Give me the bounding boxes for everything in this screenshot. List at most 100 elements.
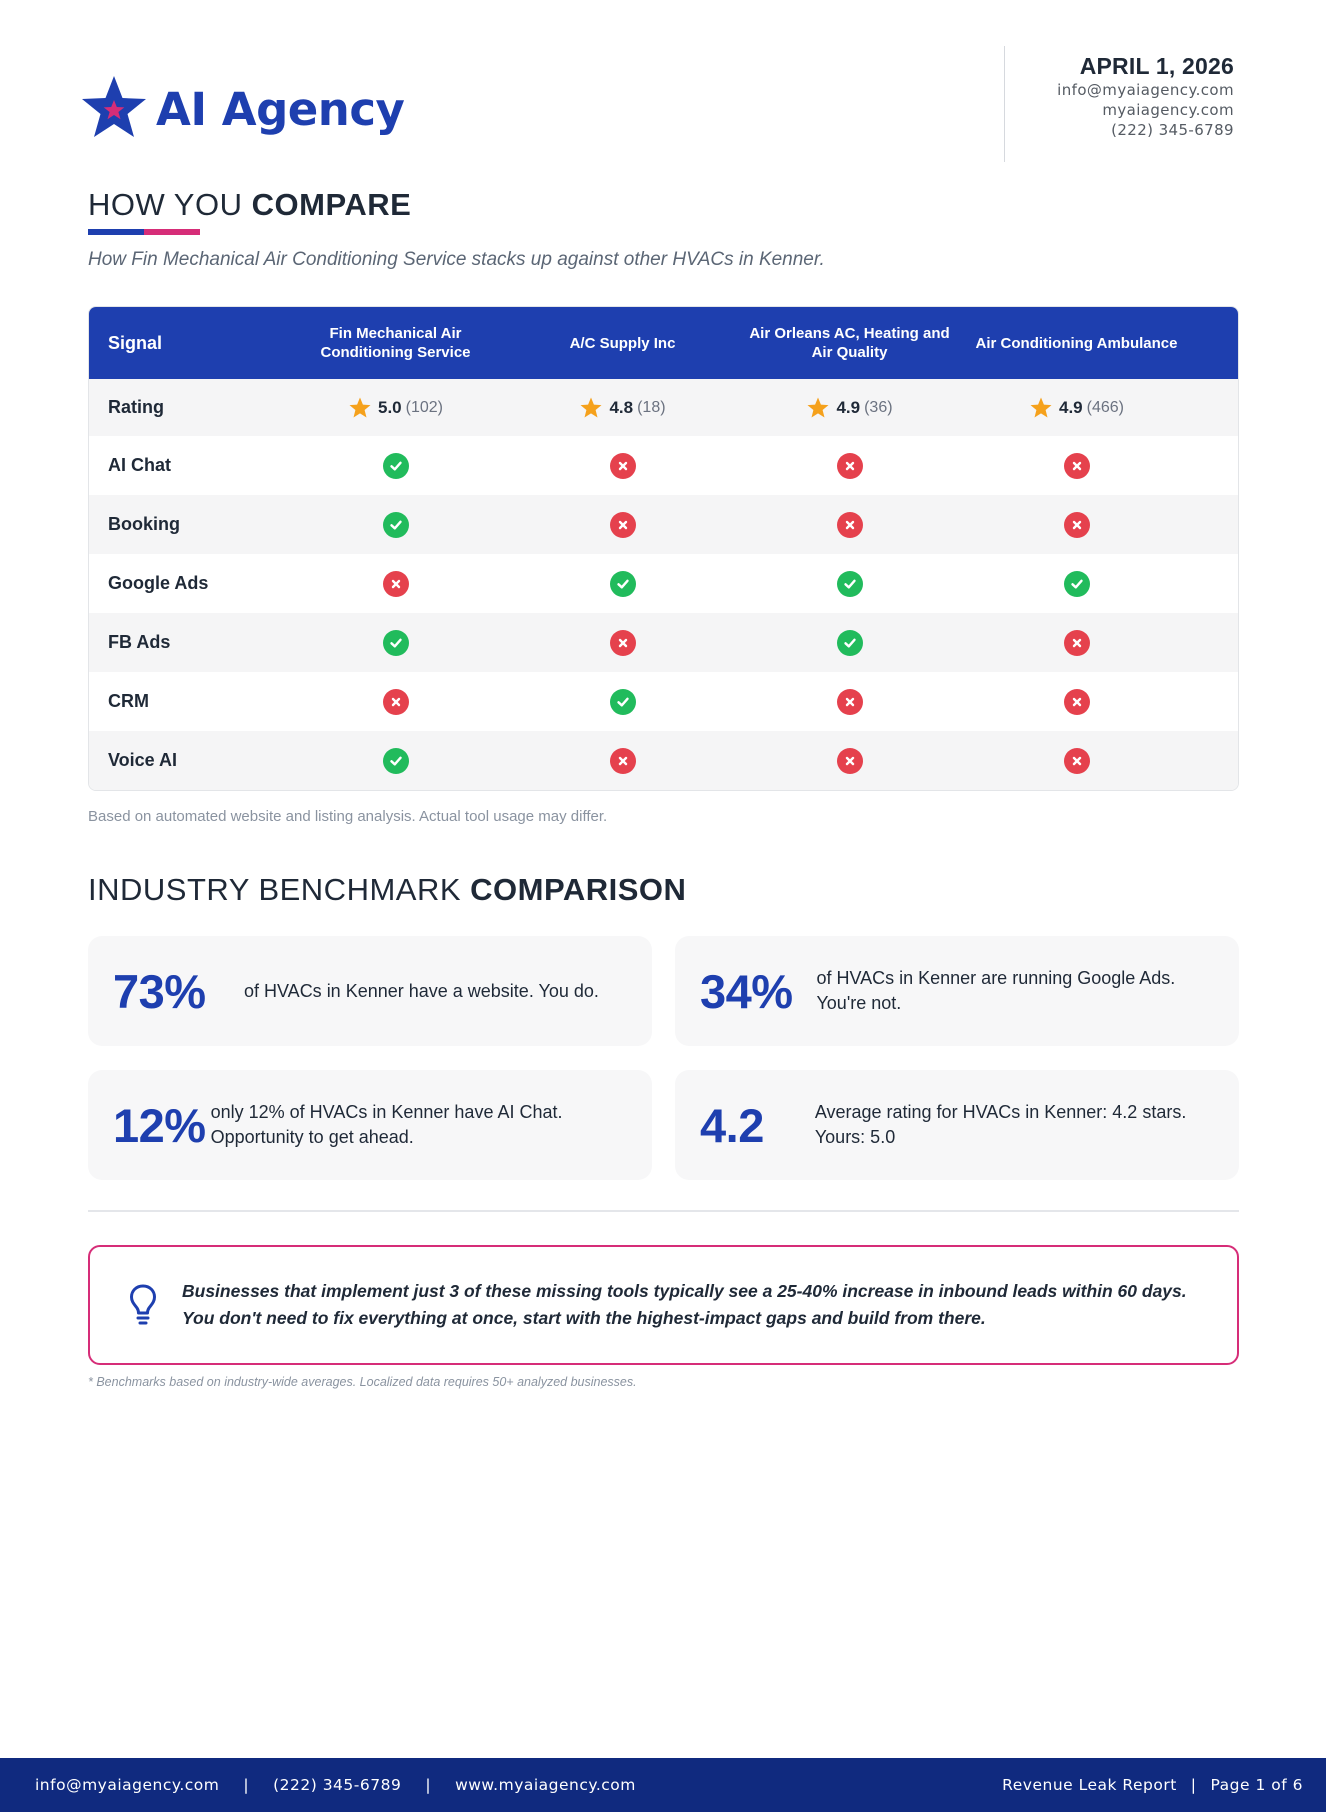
row-label: Booking <box>108 514 180 534</box>
benchmark-text: only 12% of HVACs in Kenner have AI Chat… <box>210 1102 563 1147</box>
benchmark-text: of HVACs in Kenner are running Google Ad… <box>816 968 1176 1013</box>
title-underline <box>88 229 200 235</box>
footer-phone[interactable]: (222) 345-6789 <box>273 1776 402 1794</box>
check-icon <box>382 747 409 774</box>
status-cell <box>736 452 963 479</box>
brand-name: AI Agency <box>156 83 405 136</box>
status-cell <box>736 688 963 715</box>
footer-website[interactable]: www.myaiagency.com <box>455 1776 636 1794</box>
table-row: FB Ads <box>89 613 1238 672</box>
compare-title: HOW YOU COMPARE <box>88 187 411 223</box>
cross-icon <box>382 570 409 597</box>
header-email[interactable]: info@myaiagency.com <box>1057 81 1234 99</box>
page-footer: info@myaiagency.com | (222) 345-6789 | w… <box>0 1758 1326 1812</box>
rating-cell: 4.9 (466) <box>1029 396 1124 420</box>
star-icon <box>579 396 603 420</box>
footer-separator: | <box>425 1776 432 1794</box>
competitor-header: Fin Mechanical Air Conditioning Service <box>320 325 471 361</box>
header-contact: APRIL 1, 2026 info@myaiagency.com myaiag… <box>1004 46 1234 162</box>
cross-icon <box>836 452 863 479</box>
row-label: Google Ads <box>108 573 209 593</box>
status-cell <box>736 747 963 774</box>
status-cell <box>509 688 736 715</box>
table-row: CRM <box>89 672 1238 731</box>
check-icon <box>836 629 863 656</box>
footer-separator: | <box>243 1776 250 1794</box>
check-icon <box>382 629 409 656</box>
benchmark-card: 73% of HVACs in Kenner have a website. Y… <box>88 936 652 1046</box>
competitor-header: A/C Supply Inc <box>569 334 676 352</box>
benchmark-stat: 4.2 <box>700 1098 764 1152</box>
comparison-table: Signal Fin Mechanical Air Conditioning S… <box>88 306 1239 791</box>
status-cell <box>509 747 736 774</box>
star-logo-icon <box>80 74 148 145</box>
lightbulb-icon <box>128 1283 158 1327</box>
footer-email[interactable]: info@myaiagency.com <box>35 1776 220 1794</box>
header-phone[interactable]: (222) 345-6789 <box>1111 121 1234 139</box>
rating-cell: 5.0 (102) <box>348 396 443 420</box>
check-icon <box>382 452 409 479</box>
cross-icon <box>609 629 636 656</box>
check-icon <box>382 511 409 538</box>
benchmark-text: Average rating for HVACs in Kenner: 4.2 … <box>814 1102 1187 1147</box>
header-website[interactable]: myaiagency.com <box>1102 101 1234 119</box>
check-icon <box>1063 570 1090 597</box>
rating-row: Rating 5.0 (102) 4.8 (18) 4.9 (36) 4.9 (466) <box>89 379 1238 436</box>
benchmark-stat: 12% <box>113 1098 206 1152</box>
status-cell <box>509 570 736 597</box>
section-divider <box>88 1210 1239 1212</box>
benchmark-stat: 34% <box>700 964 793 1018</box>
cross-icon <box>1063 688 1090 715</box>
status-cell <box>282 747 509 774</box>
cross-icon <box>609 511 636 538</box>
status-cell <box>282 570 509 597</box>
competitor-header: Air Conditioning Ambulance <box>975 334 1178 352</box>
status-cell <box>963 570 1190 597</box>
cross-icon <box>1063 511 1090 538</box>
cross-icon <box>836 511 863 538</box>
row-label: CRM <box>108 691 149 711</box>
benchmark-stat: 73% <box>113 964 206 1018</box>
benchmark-card: 4.2 Average rating for HVACs in Kenner: … <box>675 1070 1239 1180</box>
status-cell <box>509 452 736 479</box>
footer-report-name: Revenue Leak Report <box>1002 1776 1177 1794</box>
status-cell <box>282 452 509 479</box>
benchmark-footnote: * Benchmarks based on industry-wide aver… <box>88 1375 637 1389</box>
check-icon <box>609 570 636 597</box>
table-row: AI Chat <box>89 436 1238 495</box>
benchmark-card: 12% only 12% of HVACs in Kenner have AI … <box>88 1070 652 1180</box>
status-cell <box>736 570 963 597</box>
benchmark-title: INDUSTRY BENCHMARK COMPARISON <box>88 872 686 908</box>
cross-icon <box>382 688 409 715</box>
table-header: Signal Fin Mechanical Air Conditioning S… <box>89 307 1238 379</box>
cross-icon <box>609 747 636 774</box>
status-cell <box>963 629 1190 656</box>
check-icon <box>609 688 636 715</box>
benchmark-title-light: INDUSTRY BENCHMARK <box>88 872 462 907</box>
status-cell <box>282 629 509 656</box>
row-label: Rating <box>108 397 164 417</box>
star-icon <box>806 396 830 420</box>
star-icon <box>1029 396 1053 420</box>
status-cell <box>509 629 736 656</box>
benchmark-text: of HVACs in Kenner have a website. You d… <box>244 980 599 1001</box>
row-label: Voice AI <box>108 750 178 770</box>
signal-rows: AI Chat Booking Google Ads FB Ads CRM Voice A… <box>89 436 1238 790</box>
analysis-note: Based on automated website and listing a… <box>88 808 608 825</box>
status-cell <box>736 511 963 538</box>
cross-icon <box>836 688 863 715</box>
status-cell <box>509 511 736 538</box>
row-label: FB Ads <box>108 632 171 652</box>
rating-cell: 4.8 (18) <box>579 396 666 420</box>
brand-logo: AI Agency <box>80 74 405 145</box>
compare-title-light: HOW YOU <box>88 187 243 222</box>
status-cell <box>282 688 509 715</box>
check-icon <box>836 570 863 597</box>
report-date: APRIL 1, 2026 <box>1079 53 1234 79</box>
star-icon <box>348 396 372 420</box>
cross-icon <box>609 452 636 479</box>
status-cell <box>736 629 963 656</box>
cross-icon <box>1063 747 1090 774</box>
status-cell <box>963 452 1190 479</box>
row-label: AI Chat <box>108 455 171 475</box>
